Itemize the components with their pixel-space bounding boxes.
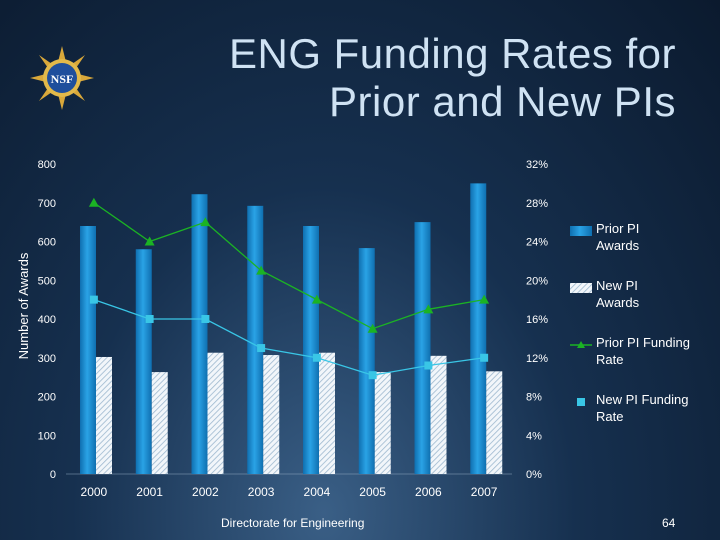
new-pi-funding-rate-point xyxy=(424,361,433,370)
y-tick-label: 100 xyxy=(38,430,56,442)
bar-new-awards xyxy=(207,352,224,474)
prior-pi-funding-rate-point xyxy=(479,294,490,304)
bar-prior-awards xyxy=(191,194,208,474)
y2-tick-label: 20% xyxy=(526,275,548,287)
bar-new-awards xyxy=(486,371,503,474)
y2-tick-label: 28% xyxy=(526,198,548,210)
bar-new-awards xyxy=(263,355,280,474)
prior-pi-funding-rate-point xyxy=(367,323,378,333)
nsf-logo-text: NSF xyxy=(51,72,74,86)
new-pi-funding-rate-point xyxy=(201,315,210,323)
prior-pi-funding-rate-line xyxy=(93,202,485,330)
new-pi-funding-rate-line xyxy=(93,299,485,376)
x-tick-label: 2006 xyxy=(415,485,442,499)
legend-swatch-prior-awards xyxy=(570,226,592,236)
y-tick-label: 500 xyxy=(38,275,56,287)
y-tick-label: 600 xyxy=(38,237,56,249)
y-tick-label: 700 xyxy=(38,198,56,210)
y2-tick-label: 12% xyxy=(526,353,548,365)
x-tick-label: 2007 xyxy=(471,485,498,499)
y-tick-label: 800 xyxy=(38,159,56,171)
y-tick-label: 300 xyxy=(38,353,56,365)
x-tick-label: 2002 xyxy=(192,485,219,499)
x-tick-label: 2001 xyxy=(136,485,163,499)
prior-pi-funding-rate-point xyxy=(256,265,267,275)
legend-item-prior-awards: Prior PI Awards xyxy=(570,220,710,277)
bar-new-awards xyxy=(374,372,391,474)
x-tick-label: 2004 xyxy=(304,485,331,499)
y2-tick-label: 32% xyxy=(526,159,548,171)
legend-item-new-rate: New PI Funding Rate xyxy=(570,391,710,448)
prior-pi-funding-rate-point xyxy=(200,217,211,227)
x-tick-label: 2003 xyxy=(248,485,275,499)
page-number: 64 xyxy=(662,516,676,530)
bar-prior-awards xyxy=(80,226,96,474)
legend-item-new-awards: New PI Awards xyxy=(570,277,710,334)
nsf-logo: NSF xyxy=(30,46,94,110)
slide-title-line-2: Prior and New PIs xyxy=(329,78,676,125)
slide-title: ENG Funding Rates for Prior and New PIs xyxy=(156,30,676,126)
bar-new-awards xyxy=(319,352,335,474)
legend-label-new-awards: New PI Awards xyxy=(596,278,640,310)
legend-swatch-new-rate xyxy=(577,398,585,406)
new-pi-funding-rate-point xyxy=(368,371,377,380)
x-tick-label: 2000 xyxy=(81,485,108,499)
new-pi-funding-rate-point xyxy=(145,315,154,323)
y-tick-label: 200 xyxy=(38,392,56,404)
new-pi-funding-rate-point xyxy=(89,295,98,304)
bar-prior-awards xyxy=(135,249,152,474)
y2-tick-label: 24% xyxy=(526,237,548,249)
slide-title-line-1: ENG Funding Rates for xyxy=(228,30,676,77)
y2-tick-label: 16% xyxy=(526,314,548,326)
slide-footer: Directorate for Engineering xyxy=(221,516,365,530)
y2-tick-label: 4% xyxy=(526,430,542,442)
legend-item-prior-rate: Prior PI Funding Rate xyxy=(570,334,710,391)
legend-swatch-new-awards xyxy=(570,283,592,293)
bar-prior-awards xyxy=(303,226,319,474)
prior-pi-funding-rate-point xyxy=(423,304,434,314)
new-pi-funding-rate-point xyxy=(257,344,266,353)
bar-prior-awards xyxy=(470,183,487,474)
bar-prior-awards xyxy=(414,222,431,474)
y-axis-label: Number of Awards xyxy=(16,252,31,359)
y-tick-label: 0 xyxy=(50,469,56,481)
bar-prior-awards xyxy=(247,205,264,474)
prior-pi-funding-rate-point xyxy=(311,294,322,304)
prior-pi-funding-rate-point xyxy=(88,197,99,207)
new-pi-funding-rate-point xyxy=(480,353,489,362)
y2-tick-label: 8% xyxy=(526,392,542,404)
y2-tick-label: 0% xyxy=(526,469,542,481)
x-tick-label: 2005 xyxy=(359,485,386,499)
legend-label-prior-rate: Prior PI Funding Rate xyxy=(596,335,690,367)
legend-swatch-prior-rate xyxy=(570,341,592,348)
prior-pi-funding-rate-point xyxy=(144,236,155,246)
bar-new-awards xyxy=(96,356,112,474)
new-pi-funding-rate-point xyxy=(312,353,321,362)
bar-new-awards xyxy=(430,355,447,474)
bar-prior-awards xyxy=(358,248,375,474)
bar-new-awards xyxy=(151,372,168,474)
y-tick-label: 400 xyxy=(38,314,56,326)
legend-label-prior-awards: Prior PI Awards xyxy=(596,221,640,253)
chart-legend: Prior PI Awards New PI Awards Prior PI F… xyxy=(570,220,710,448)
legend-label-new-rate: New PI Funding Rate xyxy=(596,392,689,424)
